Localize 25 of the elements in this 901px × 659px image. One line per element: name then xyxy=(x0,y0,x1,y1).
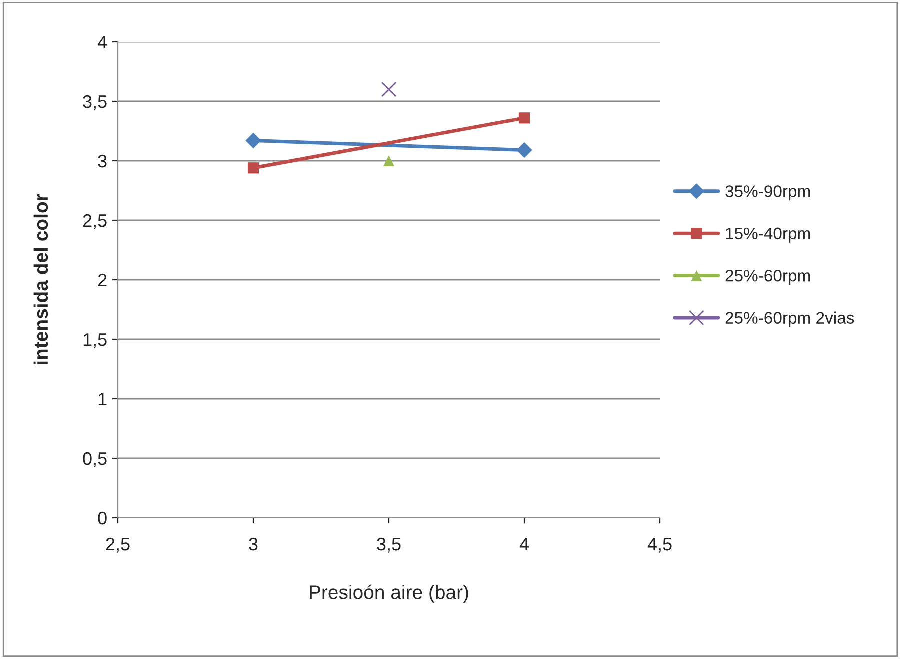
y-tick-label: 0,5 xyxy=(83,452,107,468)
y-tick-label: 0 xyxy=(98,512,107,525)
legend-label: 15%-40rpm xyxy=(726,228,810,243)
x-axis-title: Presioón aire (bar) xyxy=(310,584,468,604)
y-tick-label: 3 xyxy=(98,154,107,168)
point xyxy=(248,162,260,174)
y-tick-label: 3,5 xyxy=(83,95,107,110)
x-tick-label: 4,5 xyxy=(648,538,672,553)
point xyxy=(518,112,530,124)
point xyxy=(246,132,262,149)
y-axis-title: intensida del color xyxy=(34,194,48,365)
legend-label: 35%-90rpm xyxy=(726,186,810,201)
y-tick-label: 4 xyxy=(98,36,108,49)
x-tick-label: 3 xyxy=(249,538,258,551)
legend-label: 25%-60rpm 2vias xyxy=(726,312,854,328)
point xyxy=(516,142,532,158)
x-tick-label: 4 xyxy=(520,538,529,551)
y-tick-label: 2 xyxy=(98,274,107,287)
point xyxy=(383,155,395,167)
y-tick-label: 2,5 xyxy=(83,214,107,230)
x-tick-label: 3,5 xyxy=(377,538,401,553)
point xyxy=(381,82,397,98)
legend-label: 25%-60rpm xyxy=(726,270,810,286)
y-tick-label: 1 xyxy=(98,393,107,406)
y-tick-label: 1,5 xyxy=(84,334,107,348)
